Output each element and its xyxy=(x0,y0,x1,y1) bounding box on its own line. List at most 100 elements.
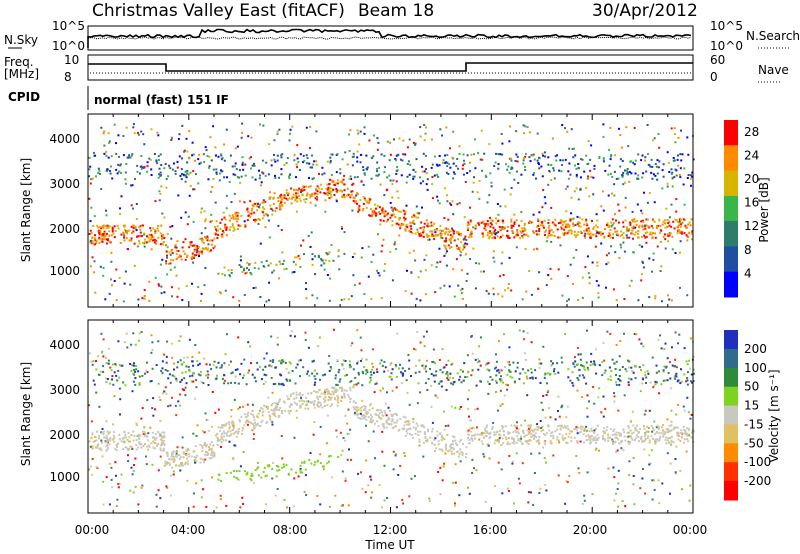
echo-cell xyxy=(200,232,203,235)
echo-cell xyxy=(634,427,637,430)
echo-cell xyxy=(206,155,209,157)
echo-cell xyxy=(165,361,168,364)
echo-cell xyxy=(545,394,548,396)
echo-cell xyxy=(519,237,521,240)
echo-cell xyxy=(673,365,676,368)
echo-cell xyxy=(482,436,485,439)
echo-cell xyxy=(376,161,379,164)
echo-cell xyxy=(467,433,470,436)
echo-cell xyxy=(376,148,379,151)
echo-cell xyxy=(118,438,121,441)
power-ytick-4000: 4000 xyxy=(49,132,80,146)
echo-cell xyxy=(419,299,422,302)
echo-cell xyxy=(472,247,475,250)
echo-cell xyxy=(497,293,500,296)
echo-cell xyxy=(153,447,156,450)
echo-cell xyxy=(648,463,651,466)
echo-cell xyxy=(182,241,185,244)
echo-cell xyxy=(657,339,660,341)
echo-cell xyxy=(495,353,497,356)
echo-cell xyxy=(142,224,145,227)
echo-cell xyxy=(105,214,108,217)
echo-cell xyxy=(583,223,586,226)
echo-cell xyxy=(157,340,160,343)
echo-cell xyxy=(472,181,475,184)
echo-cell xyxy=(175,379,178,382)
echo-cell xyxy=(395,506,398,509)
echo-cell xyxy=(602,123,605,126)
echo-cell xyxy=(648,191,651,194)
echo-cell xyxy=(143,431,146,434)
echo-cell xyxy=(189,171,192,174)
echo-cell xyxy=(309,246,312,248)
echo-cell xyxy=(217,272,220,275)
echo-cell xyxy=(570,230,573,233)
echo-cell xyxy=(243,269,245,272)
echo-cell xyxy=(244,421,247,424)
echo-cell xyxy=(283,196,286,199)
echo-cell xyxy=(326,160,329,163)
echo-cell xyxy=(313,421,316,423)
echo-cell xyxy=(659,232,662,235)
echo-cell xyxy=(595,442,598,444)
echo-cell xyxy=(285,464,288,467)
echo-cell xyxy=(305,288,308,291)
echo-cell xyxy=(357,210,360,213)
echo-cell xyxy=(341,396,344,399)
echo-cell xyxy=(444,452,447,455)
echo-cell xyxy=(239,465,242,468)
echo-cell xyxy=(159,438,162,441)
echo-cell xyxy=(267,396,270,399)
echo-cell xyxy=(410,271,413,274)
echo-cell xyxy=(395,154,398,157)
echo-cell xyxy=(381,450,384,453)
echo-cell xyxy=(201,252,204,255)
echo-cell xyxy=(439,466,442,469)
echo-cell xyxy=(233,444,236,447)
echo-cell xyxy=(386,497,389,499)
echo-cell xyxy=(506,388,509,391)
echo-cell xyxy=(517,437,520,440)
echo-cell xyxy=(643,448,646,451)
echo-cell xyxy=(590,435,593,437)
echo-cell xyxy=(100,188,103,190)
echo-cell xyxy=(124,178,127,181)
echo-cell xyxy=(394,216,397,218)
echo-cell xyxy=(424,132,427,135)
echo-cell xyxy=(349,381,351,383)
echo-cell xyxy=(586,255,589,258)
echo-cell xyxy=(97,443,100,446)
echo-cell xyxy=(607,433,609,436)
echo-cell xyxy=(598,157,601,160)
echo-cell xyxy=(103,144,106,147)
echo-cell xyxy=(676,158,679,161)
echo-cell xyxy=(671,346,673,349)
echo-cell xyxy=(102,480,105,483)
echo-cell xyxy=(348,133,350,136)
echo-cell xyxy=(566,223,569,226)
power-ytick-1000: 1000 xyxy=(49,264,80,278)
echo-cell xyxy=(229,275,231,278)
echo-cell xyxy=(361,209,364,212)
echo-cell xyxy=(287,410,290,413)
echo-cell xyxy=(478,345,481,348)
echo-cell xyxy=(488,143,491,146)
echo-cell xyxy=(268,464,271,467)
echo-cell xyxy=(675,198,678,201)
echo-cell xyxy=(275,263,278,266)
echo-cell xyxy=(335,198,338,201)
echo-cell xyxy=(188,453,191,456)
echo-cell xyxy=(337,249,340,252)
echo-cell xyxy=(214,232,217,235)
echo-cell xyxy=(568,147,571,150)
echo-cell xyxy=(408,495,411,498)
echo-cell xyxy=(479,336,482,339)
echo-cell xyxy=(280,362,283,365)
echo-cell xyxy=(580,396,583,399)
echo-cell xyxy=(575,173,578,176)
echo-cell xyxy=(399,363,401,366)
echo-cell xyxy=(191,252,194,255)
echo-cell xyxy=(196,248,199,251)
echo-cell xyxy=(365,206,368,209)
echo-cell xyxy=(154,408,156,411)
